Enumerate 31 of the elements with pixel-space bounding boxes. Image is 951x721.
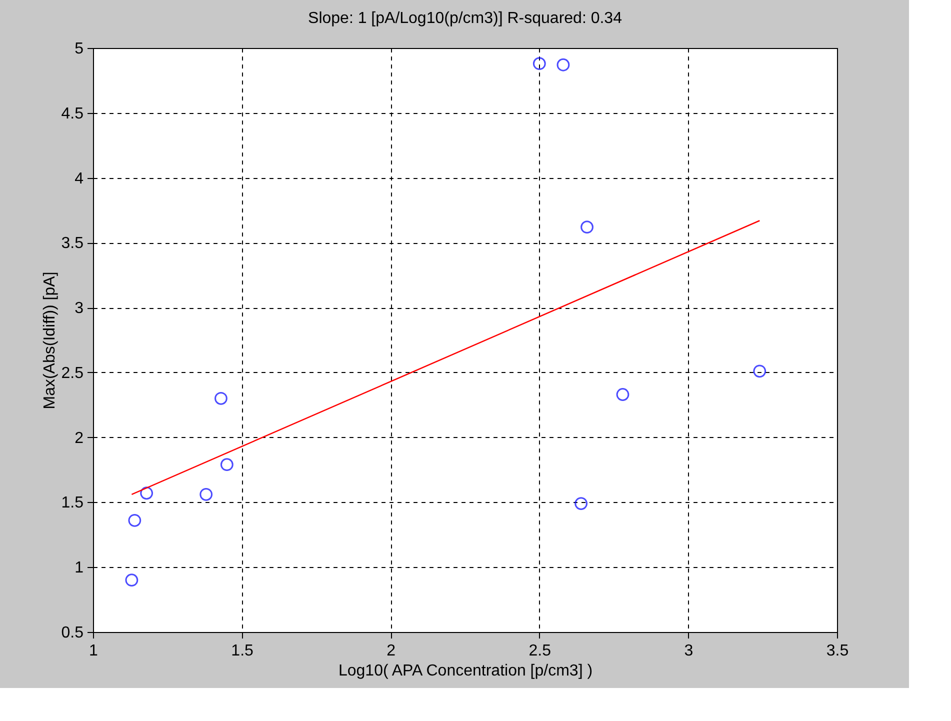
y-tick-label: 4.5 [61,105,84,122]
y-axis-title: Max(Abs(Idiff)) [pA] [41,272,58,410]
point [128,514,142,527]
x-tick-label: 3.5 [826,642,849,660]
y-tick-label: 1 [74,560,84,577]
chart-title: Slope: 1 [pA/Log10(p/cm3)] R-squared: 0.34 [308,10,622,27]
y-tick-label: 2.5 [61,364,84,382]
point [220,458,234,472]
y-tick-label: 1.5 [61,494,84,512]
x-axis-title: Log10( APA Concentration [p/cm3] ) [338,662,593,680]
x-tick-label: 2 [386,642,396,660]
point [140,486,154,500]
y-tick-label: 5 [74,40,84,58]
y-tick-label: 2 [74,430,84,447]
point [616,388,630,401]
y-tick-label: 0.5 [61,624,84,642]
point [556,58,570,72]
x-tick-label: 1 [89,642,98,660]
x-tick-label: 3 [684,642,694,660]
point [200,488,213,501]
point [753,364,766,378]
point [532,57,546,70]
point [214,392,228,405]
y-tick-label: 3 [74,300,84,318]
point [125,574,138,587]
point [574,497,588,510]
y-tick-label: 3.5 [61,235,84,252]
y-tick-label: 4 [74,170,84,188]
x-tick-label: 2.5 [528,642,552,660]
x-tick-label: 1.5 [231,642,254,660]
point [580,220,594,234]
